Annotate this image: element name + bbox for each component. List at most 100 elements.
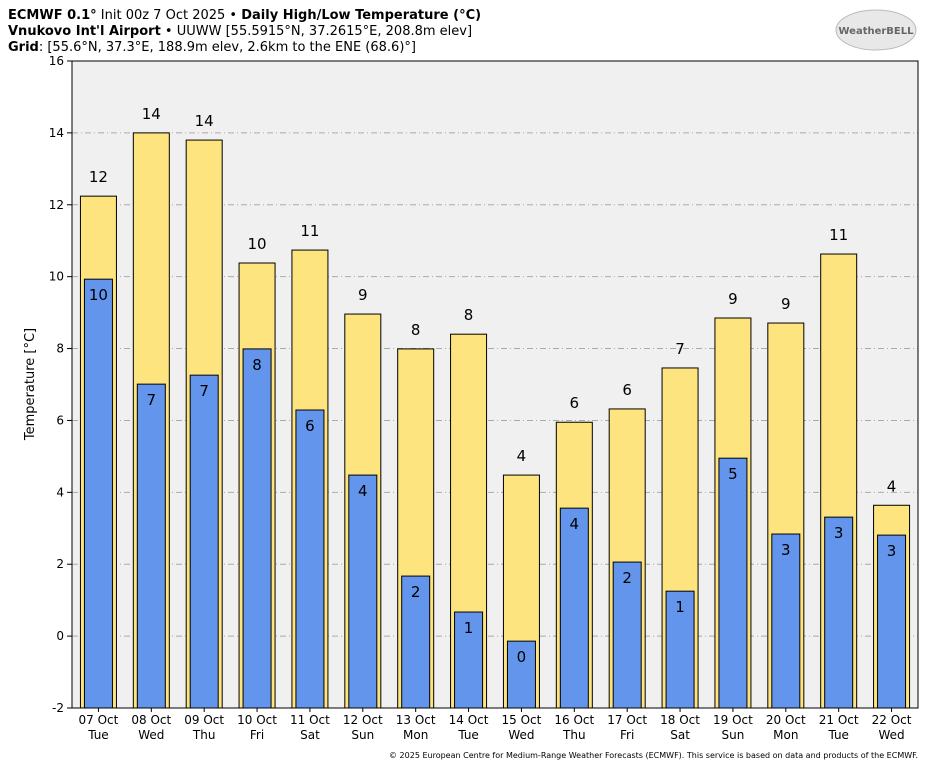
low-bar xyxy=(718,457,748,709)
value-label: 9 xyxy=(358,286,368,304)
value-label: 14 xyxy=(142,105,161,123)
value-label: 7 xyxy=(147,391,157,409)
value-label: 2 xyxy=(411,583,421,601)
y-tick-label: 8 xyxy=(56,342,64,356)
x-tick-sublabel: Tue xyxy=(457,728,479,742)
x-tick-sublabel: Wed xyxy=(138,728,164,742)
header-line: Vnukovo Int'l Airport • UUWW [55.5915°N,… xyxy=(8,24,472,39)
low-bar xyxy=(612,561,642,709)
header-segment: : [55.6°N, 37.3°E, 188.9m elev, 2.6km to… xyxy=(39,40,416,55)
x-tick-sublabel: Tue xyxy=(87,728,109,742)
header-segment: Vnukovo Int'l Airport xyxy=(8,24,161,39)
value-label: 9 xyxy=(728,290,738,308)
low-bar xyxy=(83,278,113,709)
value-label: 10 xyxy=(248,235,267,253)
value-label: 11 xyxy=(300,222,319,240)
value-label: 4 xyxy=(517,447,527,465)
x-tick-label: 16 Oct xyxy=(554,713,594,727)
header-line: ECMWF 0.1° Init 00z 7 Oct 2025 • Daily H… xyxy=(8,8,481,23)
y-tick-label: 14 xyxy=(49,126,64,140)
x-tick-label: 14 Oct xyxy=(449,713,489,727)
y-tick-label: -2 xyxy=(52,701,64,715)
value-label: 10 xyxy=(89,286,108,304)
y-tick-label: 4 xyxy=(56,485,64,499)
low-bar xyxy=(348,474,378,709)
header-segment: ECMWF 0.1° xyxy=(8,8,97,23)
value-label: 3 xyxy=(887,542,897,560)
value-label: 7 xyxy=(199,382,209,400)
low-bar xyxy=(559,507,589,709)
value-label: 8 xyxy=(252,356,262,374)
x-tick-label: 11 Oct xyxy=(290,713,330,727)
x-tick-label: 15 Oct xyxy=(502,713,542,727)
value-label: 0 xyxy=(517,648,527,666)
value-label: 11 xyxy=(829,226,848,244)
x-tick-sublabel: Sun xyxy=(722,728,745,742)
value-label: 14 xyxy=(195,112,214,130)
x-tick-label: 12 Oct xyxy=(343,713,383,727)
x-tick-label: 07 Oct xyxy=(79,713,119,727)
low-bar xyxy=(824,516,854,709)
x-tick-sublabel: Mon xyxy=(403,728,428,742)
low-bar xyxy=(295,409,325,709)
x-tick-label: 13 Oct xyxy=(396,713,436,727)
y-tick-label: 0 xyxy=(56,629,64,643)
x-tick-sublabel: Wed xyxy=(508,728,534,742)
low-bar xyxy=(242,348,272,709)
x-tick-label: 09 Oct xyxy=(184,713,224,727)
value-label: 1 xyxy=(675,598,685,616)
value-label: 5 xyxy=(728,465,738,483)
y-tick-label: 2 xyxy=(56,557,64,571)
x-tick-sublabel: Thu xyxy=(562,728,586,742)
y-tick-label: 16 xyxy=(49,54,64,68)
value-label: 6 xyxy=(622,381,632,399)
y-tick-label: 12 xyxy=(49,198,64,212)
value-label: 3 xyxy=(834,524,844,542)
x-tick-sublabel: Fri xyxy=(620,728,634,742)
x-tick-label: 19 Oct xyxy=(713,713,753,727)
x-tick-sublabel: Thu xyxy=(192,728,216,742)
x-tick-label: 18 Oct xyxy=(660,713,700,727)
x-tick-sublabel: Tue xyxy=(827,728,849,742)
x-tick-label: 21 Oct xyxy=(819,713,859,727)
x-tick-sublabel: Mon xyxy=(773,728,798,742)
plot-frame xyxy=(71,60,919,709)
low-bar xyxy=(665,590,695,709)
value-label: 7 xyxy=(675,340,685,358)
header-line: Grid: [55.6°N, 37.3°E, 188.9m elev, 2.6k… xyxy=(8,40,416,55)
x-tick-sublabel: Sun xyxy=(351,728,374,742)
value-label: 9 xyxy=(781,295,791,313)
x-tick-label: 22 Oct xyxy=(872,713,912,727)
x-tick-sublabel: Fri xyxy=(250,728,264,742)
y-tick-label: 6 xyxy=(56,413,64,427)
value-label: 6 xyxy=(305,417,315,435)
value-label: 2 xyxy=(622,569,632,587)
value-label: 4 xyxy=(570,515,580,533)
header-segment: • UUWW [55.5915°N, 37.2615°E, 208.8m ele… xyxy=(161,24,472,39)
value-label: 6 xyxy=(570,394,580,412)
header-segment: Init 00z 7 Oct 2025 • xyxy=(97,8,242,23)
low-bar xyxy=(189,374,219,709)
x-tick-sublabel: Sat xyxy=(670,728,690,742)
low-bar xyxy=(454,611,484,709)
logo-badge xyxy=(835,9,917,51)
low-bar xyxy=(771,533,801,709)
y-tick-label: 10 xyxy=(49,270,64,284)
value-label: 12 xyxy=(89,168,108,186)
value-label: 3 xyxy=(781,541,791,559)
value-label: 1 xyxy=(464,619,474,637)
x-tick-sublabel: Wed xyxy=(878,728,904,742)
footer: © 2025 European Centre for Medium-Range … xyxy=(389,751,918,760)
logo: WeatherBELL xyxy=(838,26,914,37)
value-label: 4 xyxy=(887,477,897,495)
value-label: 8 xyxy=(464,306,474,324)
low-bar xyxy=(136,383,166,709)
x-tick-label: 20 Oct xyxy=(766,713,806,727)
value-label: 4 xyxy=(358,482,368,500)
low-bar xyxy=(506,640,536,709)
header-segment: Grid xyxy=(8,40,39,55)
x-tick-label: 17 Oct xyxy=(607,713,647,727)
value-label: 8 xyxy=(411,321,421,339)
